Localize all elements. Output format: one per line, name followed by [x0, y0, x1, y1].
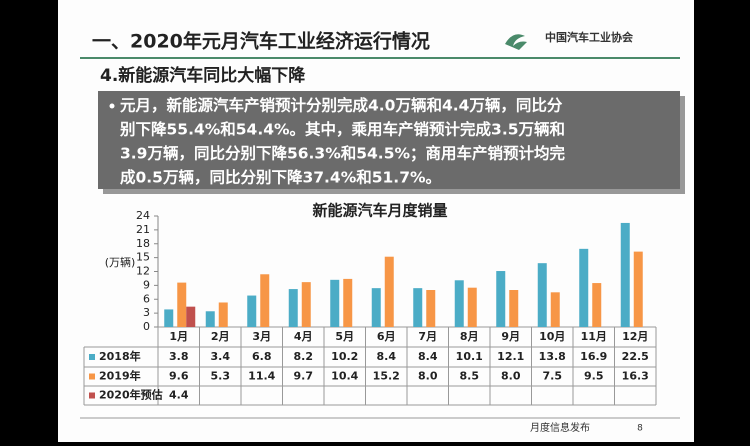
- table-value: 16.3: [622, 370, 649, 383]
- slide-bg: [58, 0, 694, 442]
- logo-text: 中国汽车工业协会: [545, 30, 634, 44]
- bar: [301, 282, 311, 327]
- x-tick-label: 6月: [377, 330, 396, 343]
- table-value: 3.4: [211, 350, 231, 363]
- bar: [384, 256, 394, 327]
- footer-text: 月度信息发布: [530, 421, 590, 434]
- slide-title: 一、2020年元月汽车工业经济运行情况: [92, 30, 430, 53]
- table-value: 10.4: [331, 370, 358, 383]
- bullet-line: 元月，新能源汽车产销预计分别完成4.0万辆和4.4万辆，同比分: [120, 96, 563, 115]
- table-value: 4.4: [169, 389, 189, 402]
- bar: [371, 288, 381, 327]
- bar: [413, 288, 423, 327]
- chart-title: 新能源汽车月度销量: [312, 202, 447, 220]
- legend-label: 2018年: [99, 349, 141, 363]
- bar: [218, 302, 228, 327]
- table-value: 8.2: [294, 350, 314, 363]
- subtitle: 4.新能源汽车同比大幅下降: [100, 65, 306, 86]
- table-value: 8.4: [377, 350, 397, 363]
- table-value: 9.6: [169, 370, 189, 383]
- x-tick-label: 9月: [501, 330, 520, 343]
- bullet-line: 3.9万辆，同比分别下降56.3%和54.5%；商用车产销预计均完: [120, 144, 566, 163]
- table-value: 6.8: [252, 350, 272, 363]
- table-value: 8.0: [501, 370, 521, 383]
- bar: [426, 290, 436, 327]
- legend-label: 2020年预估: [99, 388, 163, 402]
- table-value: 3.8: [169, 350, 189, 363]
- logo-mark: [505, 34, 527, 50]
- x-tick-label: 5月: [335, 330, 354, 343]
- bar: [330, 279, 340, 327]
- x-tick-label: 10月: [539, 330, 565, 343]
- bar: [592, 283, 602, 327]
- x-tick-label: 11月: [581, 330, 607, 343]
- bar: [205, 311, 215, 327]
- bar: [164, 309, 174, 327]
- bar: [177, 282, 187, 327]
- x-tick-label: 3月: [252, 330, 271, 343]
- table-value: 5.3: [211, 370, 231, 383]
- bar: [260, 274, 270, 327]
- y-tick-label: 0: [143, 320, 150, 333]
- bar: [550, 292, 560, 327]
- table-value: 22.5: [622, 350, 649, 363]
- y-tick-label: 24: [136, 209, 150, 222]
- legend-swatch: [89, 373, 95, 380]
- table-value: 13.8: [539, 350, 566, 363]
- y-tick-label: 12: [136, 265, 150, 278]
- bar: [633, 251, 643, 327]
- table-value: 10.2: [331, 350, 358, 363]
- y-tick-label: 15: [136, 251, 150, 264]
- y-tick-label: 21: [136, 223, 150, 236]
- table-value: 16.9: [580, 350, 607, 363]
- bar: [343, 278, 353, 327]
- y-tick-label: 18: [136, 237, 150, 250]
- x-tick-label: 7月: [418, 330, 437, 343]
- table-value: 8.0: [418, 370, 438, 383]
- y-tick-label: 6: [143, 292, 150, 305]
- x-tick-label: 8月: [460, 330, 479, 343]
- bar: [247, 295, 257, 327]
- x-tick-label: 2月: [211, 330, 230, 343]
- bar: [579, 248, 589, 327]
- table-value: 10.1: [456, 350, 483, 363]
- bullet-box: [98, 91, 680, 189]
- y-tick-label: 9: [143, 278, 150, 291]
- table-value: 12.1: [497, 350, 524, 363]
- table-value: 15.2: [373, 370, 400, 383]
- x-tick-label: 1月: [169, 330, 188, 343]
- bar: [454, 280, 464, 327]
- bullet-line: 成0.5万辆，同比分别下降37.4%和51.7%。: [120, 168, 441, 187]
- legend-swatch: [89, 354, 95, 360]
- table-value: 8.5: [460, 370, 480, 383]
- bar: [509, 290, 519, 327]
- x-tick-label: 4月: [294, 330, 313, 343]
- table-value: 7.5: [543, 370, 563, 383]
- bar: [467, 287, 477, 327]
- bar: [186, 306, 196, 327]
- table-value: 11.4: [248, 370, 275, 383]
- table-value: 9.5: [584, 370, 604, 383]
- bar: [496, 271, 506, 327]
- y-axis-label: (万辆): [105, 255, 136, 269]
- bar: [620, 222, 630, 327]
- y-tick-label: 3: [143, 306, 150, 319]
- bullet-line: 别下降55.4%和54.4%。其中，乘用车产销预计完成3.5万辆和: [119, 120, 565, 139]
- x-tick-label: 12月: [622, 330, 648, 343]
- legend-swatch: [89, 392, 95, 399]
- bar: [288, 289, 298, 327]
- table-value: 9.7: [294, 370, 314, 383]
- bullet-dot: [109, 103, 115, 109]
- table-value: 8.4: [418, 350, 438, 363]
- legend-label: 2019年: [99, 369, 141, 383]
- bar: [537, 263, 547, 327]
- page-number: 8: [637, 424, 643, 434]
